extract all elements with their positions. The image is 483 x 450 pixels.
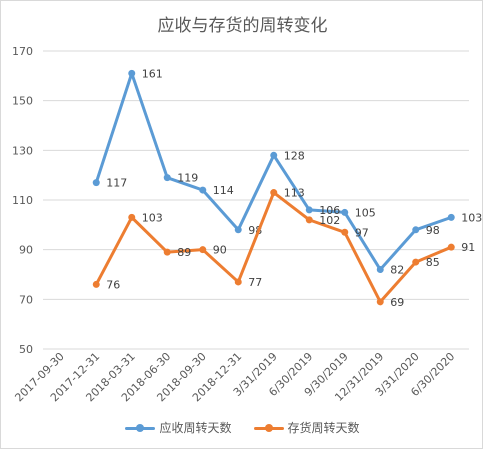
y-tick-label: 110 (12, 194, 33, 207)
legend-swatch-receivable (125, 423, 156, 433)
data-point (447, 243, 455, 251)
data-point (270, 189, 278, 197)
data-label: 69 (390, 296, 404, 309)
data-label: 85 (426, 256, 440, 269)
data-point (305, 216, 313, 224)
data-label: 117 (106, 177, 127, 190)
data-point (376, 266, 384, 274)
y-tick-label: 150 (12, 95, 33, 108)
legend-swatch-inventory (253, 423, 284, 433)
legend-marker-inventory (264, 423, 273, 432)
data-point (128, 213, 136, 221)
data-point (412, 226, 420, 234)
y-tick-label: 90 (19, 244, 33, 257)
legend-item-inventory: 存货周转天数 (253, 419, 360, 436)
data-point (199, 246, 207, 254)
chart-title: 应收与存货的周转变化 (157, 16, 328, 36)
legend-label-inventory: 存货周转天数 (287, 421, 360, 435)
data-point (92, 179, 100, 187)
legend-item-receivable: 应收周转天数 (125, 419, 232, 436)
series-line-0 (94, 71, 453, 272)
data-label: 102 (319, 214, 340, 227)
legend: 应收周转天数 存货周转天数 (1, 419, 483, 436)
legend-marker-receivable (136, 423, 145, 432)
series-line-1 (94, 191, 453, 304)
y-tick-label: 130 (12, 144, 33, 157)
data-label: 114 (213, 184, 234, 197)
data-point (341, 208, 349, 216)
data-label: 161 (142, 67, 163, 80)
data-label: 91 (461, 241, 475, 254)
data-point (412, 258, 420, 266)
data-point (199, 186, 207, 194)
y-tick-label: 70 (19, 293, 33, 306)
data-point (376, 298, 384, 306)
data-point (270, 151, 278, 159)
data-point (163, 248, 171, 256)
data-label: 77 (248, 276, 262, 289)
data-point (234, 226, 242, 234)
y-tick-label: 170 (12, 45, 33, 58)
data-point (305, 206, 313, 214)
data-point (128, 69, 136, 77)
data-label: 113 (284, 187, 305, 200)
data-label: 103 (142, 211, 163, 224)
data-point (447, 213, 455, 221)
data-label: 97 (355, 226, 369, 239)
data-label: 98 (426, 224, 440, 237)
data-label: 106 (319, 204, 340, 217)
data-point (92, 280, 100, 288)
data-label: 76 (106, 278, 120, 291)
data-label: 103 (461, 211, 482, 224)
data-label: 105 (355, 206, 376, 219)
legend-label-receivable: 应收周转天数 (159, 421, 232, 435)
data-point (234, 278, 242, 286)
data-label: 128 (284, 149, 305, 162)
data-label: 89 (177, 246, 191, 259)
data-point (163, 174, 171, 182)
data-label: 90 (213, 244, 227, 257)
data-label: 82 (390, 264, 404, 277)
y-tick-label: 50 (19, 343, 33, 356)
data-label: 119 (177, 172, 198, 185)
data-point (341, 228, 349, 236)
